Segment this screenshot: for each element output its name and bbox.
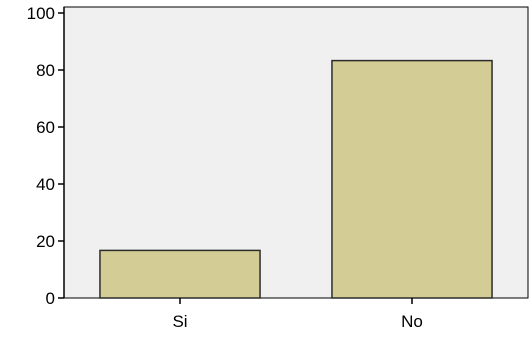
y-tick-label: 0 — [46, 289, 55, 308]
y-tick-label: 20 — [36, 232, 55, 251]
x-ticks-group: Si No — [172, 298, 423, 331]
y-tick-label: 60 — [36, 118, 55, 137]
y-ticks-group: 0 20 40 60 80 100 — [27, 4, 64, 308]
bars-group — [99, 59, 493, 299]
y-tick-label: 100 — [27, 4, 55, 23]
x-category-label: No — [401, 312, 423, 331]
bar-si — [99, 249, 261, 299]
y-tick-label: 80 — [36, 61, 55, 80]
x-category-label: Si — [172, 312, 187, 331]
bar-no — [331, 59, 493, 299]
y-tick-label: 40 — [36, 175, 55, 194]
